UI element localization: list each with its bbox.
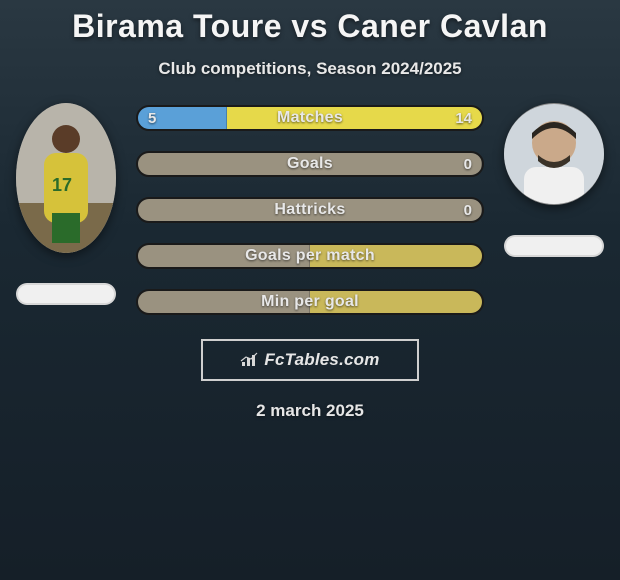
infographic-container: Birama Toure vs Caner Cavlan Club compet… — [0, 0, 620, 421]
stat-label: Goals per match — [138, 245, 482, 267]
stat-label: Hattricks — [138, 199, 482, 221]
player-right-team-pill — [504, 235, 604, 257]
player-right-column — [494, 103, 614, 257]
shorts — [52, 213, 80, 243]
brand-chart-icon — [240, 352, 260, 368]
svg-text:17: 17 — [52, 175, 72, 195]
stat-label: Matches — [138, 107, 482, 129]
comparison-subtitle: Club competitions, Season 2024/2025 — [0, 59, 620, 79]
player-left-avatar: 17 — [16, 103, 116, 253]
player-left-team-pill — [16, 283, 116, 305]
comparison-title: Birama Toure vs Caner Cavlan — [0, 8, 620, 45]
stat-bar: 514Matches — [136, 105, 484, 131]
stat-bars: 514Matches 0Goals 0Hattricks Goals per matc… — [126, 105, 494, 315]
stat-bar: Min per goal — [136, 289, 484, 315]
brand-text: FcTables.com — [264, 350, 379, 370]
shirt — [524, 167, 584, 205]
player-right-avatar — [504, 103, 604, 205]
stat-bar: Goals per match — [136, 243, 484, 269]
stat-label: Goals — [138, 153, 482, 175]
stat-label: Min per goal — [138, 291, 482, 313]
main-row: 17 514Matches 0Goals 0Hattricks Goals per m… — [0, 103, 620, 315]
stat-bar: 0Goals — [136, 151, 484, 177]
brand-box: FcTables.com — [201, 339, 419, 381]
stat-bar: 0Hattricks — [136, 197, 484, 223]
date-text: 2 march 2025 — [0, 401, 620, 421]
player-left-column: 17 — [6, 103, 126, 305]
